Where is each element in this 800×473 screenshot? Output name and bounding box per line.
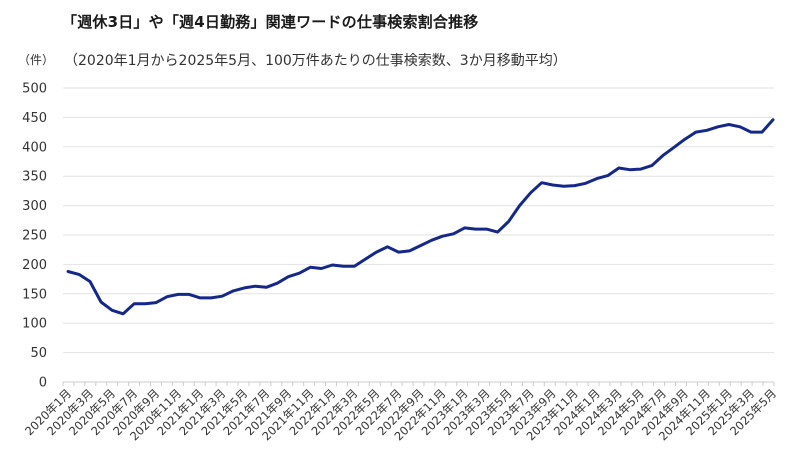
y-tick-label: 150 [22, 287, 47, 302]
y-tick-label: 250 [22, 229, 47, 244]
y-tick-label: 350 [22, 170, 47, 185]
y-tick-label: 100 [22, 317, 47, 332]
chart-title: 「週休3日」や「週4日勤務」関連ワードの仕事検索割合推移 [62, 13, 479, 31]
data-line-series [66, 118, 775, 316]
y-axis: 0 50 100 150 200 250 300 350 400 450 500 [22, 82, 47, 391]
y-tick-label: 300 [22, 199, 47, 214]
gridlines [63, 87, 774, 354]
x-axis: 2020年1月2020年3月2020年5月2020年7月2020年9月2020年… [22, 381, 779, 443]
y-tick-label: 50 [30, 346, 47, 361]
y-tick-label: 0 [39, 376, 47, 391]
y-tick-label: 200 [22, 258, 47, 273]
y-tick-label: 400 [22, 140, 47, 155]
y-axis-unit-label: （件） [18, 53, 55, 67]
y-tick-label: 500 [22, 82, 47, 97]
chart-subtitle: （2020年1月から2025年5月、100万件あたりの仕事検索数、3か月移動平均… [64, 53, 567, 69]
y-tick-label: 450 [22, 111, 47, 126]
